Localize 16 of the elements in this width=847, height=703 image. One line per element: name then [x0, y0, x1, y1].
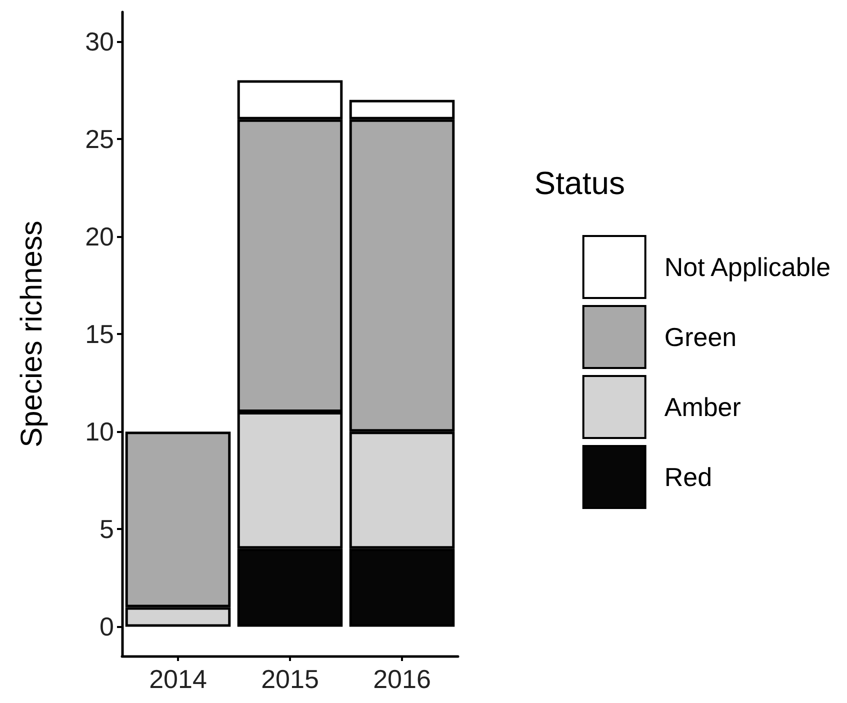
y-tick-label: 25 [85, 124, 114, 154]
legend-label: Green [664, 322, 737, 352]
y-axis-title: Species richness [16, 220, 48, 448]
y-tick-label: 15 [85, 319, 114, 349]
legend-title: Status [534, 165, 625, 201]
y-tick-label: 0 [100, 612, 114, 642]
legend-label: Not Applicable [664, 252, 831, 282]
x-tick-label: 2014 [149, 664, 207, 694]
y-tick-label: 20 [85, 221, 114, 252]
y-tick-label: 30 [85, 26, 114, 56]
x-tick-label: 2015 [261, 664, 319, 694]
legend-label: Amber [664, 392, 742, 422]
y-tick-label: 5 [100, 514, 114, 544]
legend-label: Red [664, 462, 712, 492]
y-tick-label: 10 [85, 416, 114, 447]
x-tick-label: 2016 [373, 664, 431, 694]
